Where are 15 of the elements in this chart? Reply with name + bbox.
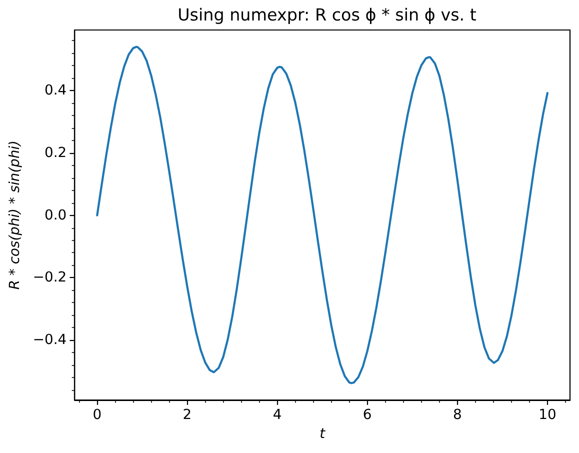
y-tick-label: 0.2 <box>44 144 67 161</box>
x-axis-title: t <box>320 426 326 442</box>
x-tick-label: 6 <box>362 407 372 423</box>
x-tick-label: 0 <box>92 407 102 423</box>
y-tick-label: −0.4 <box>32 332 67 348</box>
y-tick-label: 0.4 <box>44 82 67 99</box>
x-tick-label: 8 <box>452 407 462 423</box>
line-series <box>96 46 549 384</box>
chart-title: Using numexpr: R cos ϕ * sin ϕ vs. t <box>178 4 477 24</box>
x-tick-label: 10 <box>538 407 556 423</box>
y-tick-label: 0.0 <box>44 207 67 224</box>
x-tick-label: 4 <box>272 407 282 423</box>
x-tick-label: 2 <box>182 407 192 423</box>
y-tick-label: −0.2 <box>32 270 67 286</box>
y-axis-title: R * cos(phi) * sin(phi) <box>7 140 23 290</box>
